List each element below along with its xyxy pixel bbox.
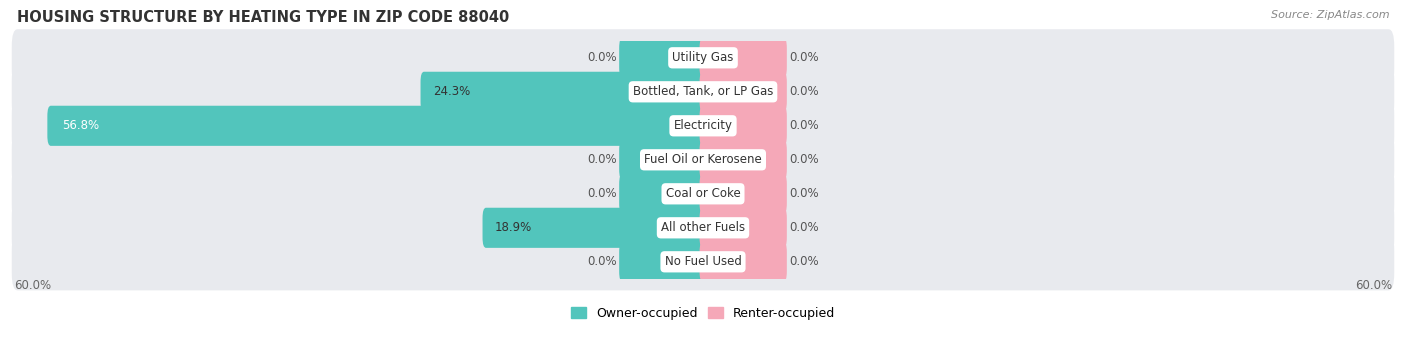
Text: 0.0%: 0.0% <box>789 119 818 132</box>
FancyBboxPatch shape <box>11 165 1395 222</box>
FancyBboxPatch shape <box>11 29 1395 86</box>
FancyBboxPatch shape <box>700 106 787 146</box>
FancyBboxPatch shape <box>11 131 1395 188</box>
Text: All other Fuels: All other Fuels <box>661 221 745 234</box>
FancyBboxPatch shape <box>700 208 787 248</box>
FancyBboxPatch shape <box>48 106 706 146</box>
FancyBboxPatch shape <box>619 38 706 78</box>
Text: HOUSING STRUCTURE BY HEATING TYPE IN ZIP CODE 88040: HOUSING STRUCTURE BY HEATING TYPE IN ZIP… <box>17 10 509 25</box>
FancyBboxPatch shape <box>619 174 706 214</box>
Text: 0.0%: 0.0% <box>789 187 818 200</box>
FancyBboxPatch shape <box>700 140 787 180</box>
Text: No Fuel Used: No Fuel Used <box>665 255 741 268</box>
Text: Coal or Coke: Coal or Coke <box>665 187 741 200</box>
Text: 0.0%: 0.0% <box>789 153 818 166</box>
Text: 56.8%: 56.8% <box>62 119 100 132</box>
FancyBboxPatch shape <box>700 242 787 282</box>
Text: Source: ZipAtlas.com: Source: ZipAtlas.com <box>1271 10 1389 20</box>
Text: 18.9%: 18.9% <box>495 221 533 234</box>
FancyBboxPatch shape <box>11 199 1395 256</box>
Text: 24.3%: 24.3% <box>433 85 471 98</box>
FancyBboxPatch shape <box>420 72 706 112</box>
Text: 0.0%: 0.0% <box>588 51 617 64</box>
FancyBboxPatch shape <box>11 97 1395 154</box>
FancyBboxPatch shape <box>619 242 706 282</box>
Text: 0.0%: 0.0% <box>588 153 617 166</box>
Text: 0.0%: 0.0% <box>789 51 818 64</box>
FancyBboxPatch shape <box>11 63 1395 120</box>
FancyBboxPatch shape <box>700 72 787 112</box>
Text: 0.0%: 0.0% <box>789 85 818 98</box>
Text: 0.0%: 0.0% <box>789 221 818 234</box>
FancyBboxPatch shape <box>11 233 1395 290</box>
Text: Utility Gas: Utility Gas <box>672 51 734 64</box>
Text: 0.0%: 0.0% <box>588 255 617 268</box>
FancyBboxPatch shape <box>482 208 706 248</box>
Text: 0.0%: 0.0% <box>789 255 818 268</box>
FancyBboxPatch shape <box>700 38 787 78</box>
Text: 60.0%: 60.0% <box>14 279 51 292</box>
Text: Electricity: Electricity <box>673 119 733 132</box>
FancyBboxPatch shape <box>700 174 787 214</box>
Text: 60.0%: 60.0% <box>1355 279 1392 292</box>
Text: 0.0%: 0.0% <box>588 187 617 200</box>
Text: Fuel Oil or Kerosene: Fuel Oil or Kerosene <box>644 153 762 166</box>
Text: Bottled, Tank, or LP Gas: Bottled, Tank, or LP Gas <box>633 85 773 98</box>
FancyBboxPatch shape <box>619 140 706 180</box>
Legend: Owner-occupied, Renter-occupied: Owner-occupied, Renter-occupied <box>567 302 839 325</box>
